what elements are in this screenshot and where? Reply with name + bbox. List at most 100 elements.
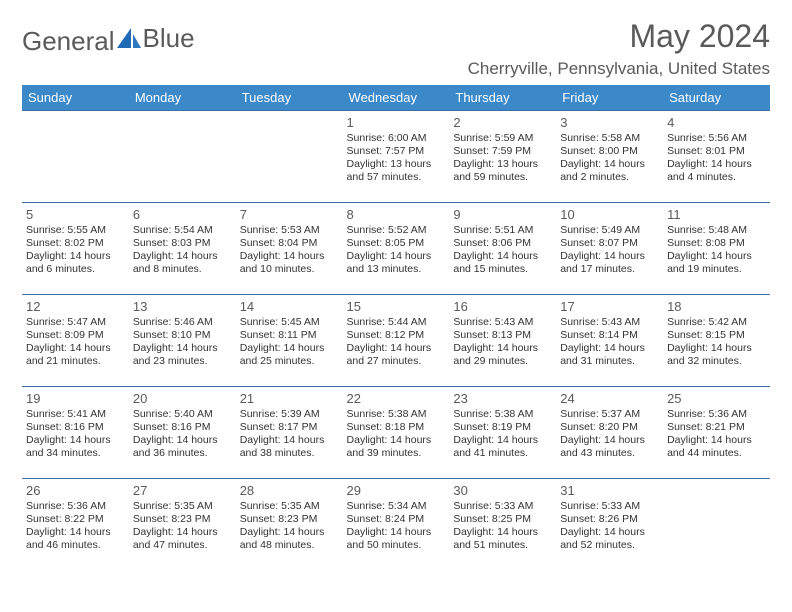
daylight-text: and 15 minutes.	[453, 263, 552, 276]
sunset-text: Sunset: 8:25 PM	[453, 513, 552, 526]
weekday-header: Monday	[129, 85, 236, 111]
daylight-text: Daylight: 14 hours	[240, 342, 339, 355]
calendar-cell: 25Sunrise: 5:36 AMSunset: 8:21 PMDayligh…	[663, 387, 770, 479]
calendar-row: 12Sunrise: 5:47 AMSunset: 8:09 PMDayligh…	[22, 295, 770, 387]
sunset-text: Sunset: 8:16 PM	[133, 421, 232, 434]
day-number: 22	[347, 391, 446, 406]
daylight-text: and 19 minutes.	[667, 263, 766, 276]
calendar-row: 5Sunrise: 5:55 AMSunset: 8:02 PMDaylight…	[22, 203, 770, 295]
daylight-text: Daylight: 14 hours	[560, 342, 659, 355]
calendar-cell: 5Sunrise: 5:55 AMSunset: 8:02 PMDaylight…	[22, 203, 129, 295]
sunset-text: Sunset: 7:59 PM	[453, 145, 552, 158]
day-number: 3	[560, 115, 659, 130]
daylight-text: and 25 minutes.	[240, 355, 339, 368]
sunset-text: Sunset: 8:24 PM	[347, 513, 446, 526]
daylight-text: and 59 minutes.	[453, 171, 552, 184]
day-number: 19	[26, 391, 125, 406]
calendar-cell: 7Sunrise: 5:53 AMSunset: 8:04 PMDaylight…	[236, 203, 343, 295]
calendar-cell: 18Sunrise: 5:42 AMSunset: 8:15 PMDayligh…	[663, 295, 770, 387]
day-number: 1	[347, 115, 446, 130]
sunrise-text: Sunrise: 6:00 AM	[347, 132, 446, 145]
daylight-text: Daylight: 14 hours	[560, 526, 659, 539]
daylight-text: Daylight: 14 hours	[240, 526, 339, 539]
sunset-text: Sunset: 8:06 PM	[453, 237, 552, 250]
day-number: 6	[133, 207, 232, 222]
calendar-cell: 29Sunrise: 5:34 AMSunset: 8:24 PMDayligh…	[343, 479, 450, 571]
sunset-text: Sunset: 8:23 PM	[240, 513, 339, 526]
calendar-cell: 16Sunrise: 5:43 AMSunset: 8:13 PMDayligh…	[449, 295, 556, 387]
daylight-text: Daylight: 14 hours	[453, 342, 552, 355]
daylight-text: Daylight: 14 hours	[560, 434, 659, 447]
daylight-text: and 31 minutes.	[560, 355, 659, 368]
calendar-cell: 2Sunrise: 5:59 AMSunset: 7:59 PMDaylight…	[449, 111, 556, 203]
daylight-text: and 29 minutes.	[453, 355, 552, 368]
calendar-cell: 10Sunrise: 5:49 AMSunset: 8:07 PMDayligh…	[556, 203, 663, 295]
sunset-text: Sunset: 8:05 PM	[347, 237, 446, 250]
daylight-text: and 32 minutes.	[667, 355, 766, 368]
daylight-text: Daylight: 14 hours	[453, 434, 552, 447]
day-number: 2	[453, 115, 552, 130]
daylight-text: Daylight: 14 hours	[667, 434, 766, 447]
daylight-text: Daylight: 13 hours	[347, 158, 446, 171]
calendar-row: 26Sunrise: 5:36 AMSunset: 8:22 PMDayligh…	[22, 479, 770, 571]
day-number: 12	[26, 299, 125, 314]
daylight-text: and 39 minutes.	[347, 447, 446, 460]
day-number: 30	[453, 483, 552, 498]
calendar-cell: 4Sunrise: 5:56 AMSunset: 8:01 PMDaylight…	[663, 111, 770, 203]
calendar-cell: 24Sunrise: 5:37 AMSunset: 8:20 PMDayligh…	[556, 387, 663, 479]
calendar-cell: 22Sunrise: 5:38 AMSunset: 8:18 PMDayligh…	[343, 387, 450, 479]
daylight-text: Daylight: 14 hours	[347, 434, 446, 447]
daylight-text: and 46 minutes.	[26, 539, 125, 552]
day-number: 10	[560, 207, 659, 222]
daylight-text: and 52 minutes.	[560, 539, 659, 552]
sunset-text: Sunset: 8:09 PM	[26, 329, 125, 342]
sunrise-text: Sunrise: 5:34 AM	[347, 500, 446, 513]
sunset-text: Sunset: 8:10 PM	[133, 329, 232, 342]
daylight-text: Daylight: 14 hours	[26, 250, 125, 263]
daylight-text: Daylight: 14 hours	[347, 250, 446, 263]
calendar-cell: 11Sunrise: 5:48 AMSunset: 8:08 PMDayligh…	[663, 203, 770, 295]
sunrise-text: Sunrise: 5:58 AM	[560, 132, 659, 145]
calendar-cell	[663, 479, 770, 571]
daylight-text: and 4 minutes.	[667, 171, 766, 184]
calendar-cell: 6Sunrise: 5:54 AMSunset: 8:03 PMDaylight…	[129, 203, 236, 295]
daylight-text: Daylight: 14 hours	[560, 250, 659, 263]
daylight-text: and 48 minutes.	[240, 539, 339, 552]
calendar-table: SundayMondayTuesdayWednesdayThursdayFrid…	[22, 85, 770, 571]
day-number: 21	[240, 391, 339, 406]
calendar-cell: 27Sunrise: 5:35 AMSunset: 8:23 PMDayligh…	[129, 479, 236, 571]
daylight-text: Daylight: 14 hours	[347, 342, 446, 355]
daylight-text: and 57 minutes.	[347, 171, 446, 184]
sunset-text: Sunset: 8:22 PM	[26, 513, 125, 526]
daylight-text: and 38 minutes.	[240, 447, 339, 460]
sunset-text: Sunset: 8:16 PM	[26, 421, 125, 434]
day-number: 31	[560, 483, 659, 498]
sunset-text: Sunset: 8:00 PM	[560, 145, 659, 158]
daylight-text: Daylight: 14 hours	[453, 526, 552, 539]
day-number: 16	[453, 299, 552, 314]
day-number: 28	[240, 483, 339, 498]
location-text: Cherryville, Pennsylvania, United States	[468, 59, 770, 79]
sunset-text: Sunset: 8:04 PM	[240, 237, 339, 250]
sunrise-text: Sunrise: 5:40 AM	[133, 408, 232, 421]
calendar-cell: 19Sunrise: 5:41 AMSunset: 8:16 PMDayligh…	[22, 387, 129, 479]
sunrise-text: Sunrise: 5:41 AM	[26, 408, 125, 421]
calendar-cell	[129, 111, 236, 203]
sunrise-text: Sunrise: 5:33 AM	[560, 500, 659, 513]
daylight-text: and 10 minutes.	[240, 263, 339, 276]
sunset-text: Sunset: 8:14 PM	[560, 329, 659, 342]
sunrise-text: Sunrise: 5:54 AM	[133, 224, 232, 237]
calendar-cell: 8Sunrise: 5:52 AMSunset: 8:05 PMDaylight…	[343, 203, 450, 295]
sunrise-text: Sunrise: 5:45 AM	[240, 316, 339, 329]
sunset-text: Sunset: 8:02 PM	[26, 237, 125, 250]
weekday-header: Thursday	[449, 85, 556, 111]
sunrise-text: Sunrise: 5:43 AM	[560, 316, 659, 329]
day-number: 23	[453, 391, 552, 406]
day-number: 29	[347, 483, 446, 498]
daylight-text: and 47 minutes.	[133, 539, 232, 552]
daylight-text: Daylight: 14 hours	[240, 250, 339, 263]
logo: General Blue	[22, 26, 195, 57]
day-number: 14	[240, 299, 339, 314]
calendar-cell: 3Sunrise: 5:58 AMSunset: 8:00 PMDaylight…	[556, 111, 663, 203]
day-number: 5	[26, 207, 125, 222]
